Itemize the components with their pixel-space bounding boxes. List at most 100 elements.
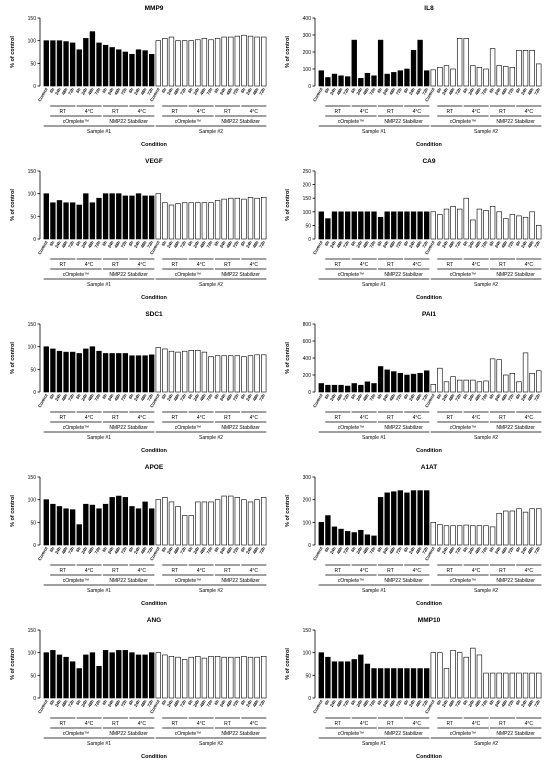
- sample-label: Sample #2: [474, 588, 498, 594]
- condition-label: RT: [171, 109, 178, 115]
- y-tick-label: 200: [303, 373, 312, 379]
- stabilizer-label: cOmplete™: [175, 731, 201, 737]
- bar: [228, 355, 234, 393]
- condition-label: RT: [334, 721, 341, 727]
- bar: [247, 35, 254, 87]
- x-tick-label: 48h: [500, 546, 508, 555]
- y-tick-label: 150: [303, 628, 312, 634]
- bar: [63, 508, 69, 546]
- x-tick-label: 72h: [93, 393, 101, 402]
- x-tick-label: 48h: [225, 240, 233, 249]
- bar: [509, 672, 516, 699]
- y-tick-label: 0: [308, 543, 311, 549]
- y-tick-label: 400: [303, 356, 312, 362]
- chart-title: ANG: [147, 617, 161, 624]
- x-tick-label: 72h: [120, 87, 128, 96]
- bar: [254, 36, 260, 87]
- x-tick-label: 6h: [488, 699, 495, 706]
- bar: [181, 659, 188, 699]
- bar: [509, 510, 516, 546]
- x-tick-label: 24h: [355, 87, 363, 96]
- x-tick-label: 72h: [368, 393, 376, 402]
- bar: [377, 497, 384, 546]
- x-tick-label: 6h: [48, 546, 55, 553]
- x-tick-label: 24h: [80, 546, 88, 555]
- bar: [96, 665, 102, 699]
- sample-label: Sample #2: [199, 435, 223, 441]
- y-tick-label: 50: [305, 223, 311, 229]
- condition-label: RT: [112, 568, 119, 574]
- x-tick-label: 6h: [48, 699, 55, 706]
- bar: [102, 44, 109, 87]
- bar: [162, 654, 168, 699]
- bar: [188, 202, 194, 240]
- x-tick-label: 72h: [395, 546, 403, 555]
- bar: [208, 356, 214, 393]
- bar: [129, 195, 135, 240]
- condition-label: 4°C: [138, 415, 147, 421]
- bar: [384, 73, 390, 87]
- x-tick-label: 6h: [128, 699, 135, 706]
- bar: [536, 370, 542, 393]
- condition-label: 4°C: [250, 415, 259, 421]
- sample-label: Sample #2: [199, 588, 223, 594]
- x-tick-label: 48h: [252, 699, 260, 708]
- bar: [83, 654, 89, 699]
- bar: [83, 193, 89, 240]
- bar: [384, 369, 390, 393]
- condition-label: RT: [171, 568, 178, 574]
- bar: [331, 73, 338, 87]
- bar: [470, 65, 476, 87]
- x-tick-label: 6h: [101, 240, 108, 247]
- y-tick-label: 100: [303, 651, 312, 657]
- bar: [175, 656, 181, 699]
- bar: [437, 367, 443, 393]
- bar: [208, 39, 214, 87]
- bar: [358, 384, 364, 393]
- x-tick-label: 72h: [232, 546, 240, 555]
- bar: [463, 656, 469, 699]
- x-axis-label: Condition: [416, 295, 442, 301]
- bar: [430, 211, 436, 240]
- bar: [116, 353, 122, 393]
- x-tick-label: 24h: [441, 87, 449, 96]
- x-tick-label: 48h: [199, 546, 207, 555]
- bar: [404, 492, 410, 546]
- stabilizer-label: NMP22 Stabilizer: [221, 119, 260, 125]
- x-tick-label: 6h: [462, 87, 469, 94]
- x-tick-label: 72h: [480, 240, 488, 249]
- x-tick-label: 48h: [415, 393, 423, 402]
- x-tick-label: 6h: [435, 393, 442, 400]
- condition-label: 4°C: [360, 721, 369, 727]
- bar: [358, 529, 364, 546]
- bar: [228, 495, 234, 546]
- bar: [529, 508, 535, 546]
- stabilizer-label: NMP22 Stabilizer: [109, 272, 148, 278]
- bar: [155, 347, 161, 393]
- x-tick-label: 6h: [240, 393, 247, 400]
- bar: [195, 349, 201, 393]
- bar: [214, 499, 221, 546]
- bar: [391, 211, 397, 240]
- bar: [456, 652, 463, 699]
- x-tick-label: Control: [312, 699, 324, 714]
- bar: [214, 200, 221, 240]
- bar: [129, 355, 135, 393]
- bar: [443, 208, 450, 240]
- x-tick-label: 24h: [467, 87, 475, 96]
- bar: [404, 374, 410, 393]
- x-tick-label: 48h: [113, 87, 121, 96]
- bar: [377, 39, 384, 87]
- bar: [476, 654, 483, 699]
- y-tick-label: 0: [308, 237, 311, 243]
- y-tick-label: 100: [28, 651, 37, 657]
- x-tick-label: 6h: [403, 393, 410, 400]
- bar: [338, 661, 344, 699]
- bar: [397, 490, 404, 546]
- bar: [364, 381, 371, 393]
- bar: [536, 63, 542, 87]
- x-tick-label: 72h: [179, 87, 187, 96]
- condition-label: RT: [446, 262, 453, 268]
- condition-label: RT: [112, 415, 119, 421]
- condition-label: 4°C: [413, 415, 422, 421]
